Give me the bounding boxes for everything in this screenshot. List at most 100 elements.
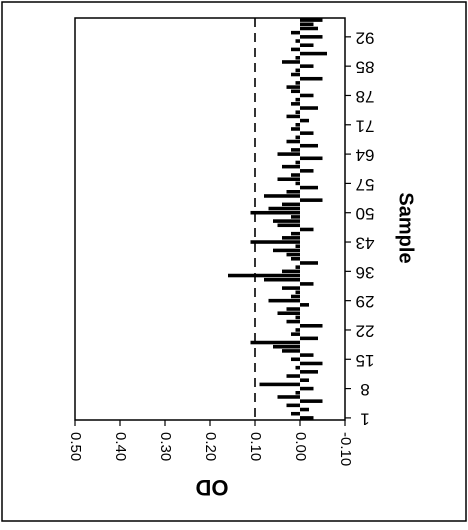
bar — [250, 340, 300, 345]
bar — [264, 194, 300, 198]
x-tick-label: 29 — [356, 292, 375, 311]
bar — [300, 22, 314, 27]
bar — [300, 156, 323, 161]
bar — [300, 106, 318, 110]
bar — [300, 336, 318, 341]
bar — [300, 361, 323, 366]
bar — [300, 18, 323, 22]
bar — [282, 236, 300, 240]
bar — [295, 391, 300, 395]
plot-layer: 0.50 0.40 0.30 0.20 0.10 0.00 -0.10 1 8 15 22 29 36 4… — [67, 17, 375, 466]
bar — [300, 43, 314, 47]
bar — [300, 261, 318, 265]
bar — [273, 344, 300, 349]
bar — [282, 164, 300, 169]
bar — [300, 370, 318, 374]
bar — [273, 248, 300, 253]
bar — [295, 110, 300, 114]
bar — [300, 282, 314, 286]
bar — [282, 269, 300, 274]
bar — [291, 148, 300, 152]
y-tick-label: -0.10 — [337, 432, 354, 466]
bar — [286, 85, 300, 89]
bar — [300, 407, 309, 412]
photo-frame — [1, 1, 467, 522]
bar — [295, 365, 300, 370]
bar — [268, 298, 300, 303]
bar — [300, 26, 318, 31]
bar — [282, 286, 300, 290]
y-tick-label: 0.00 — [292, 432, 309, 461]
bar — [295, 160, 300, 165]
bar — [300, 64, 314, 68]
bar — [295, 68, 300, 73]
bar — [291, 30, 300, 35]
bar — [291, 173, 300, 177]
bar — [286, 114, 300, 119]
bar — [286, 374, 300, 378]
bar — [291, 89, 300, 94]
x-tick-label: 64 — [356, 146, 375, 165]
x-tick-label: 50 — [356, 204, 375, 223]
x-tick-label: 15 — [356, 351, 375, 370]
bar — [282, 202, 300, 207]
bar — [295, 290, 300, 295]
bar — [286, 319, 300, 324]
bar — [295, 328, 300, 332]
bar — [300, 185, 318, 190]
bar — [277, 395, 300, 399]
x-tick-label: 8 — [360, 380, 369, 399]
bar — [291, 127, 300, 131]
bar — [300, 386, 314, 391]
bar — [277, 311, 300, 315]
x-tick-label: 36 — [356, 263, 375, 282]
bar — [291, 72, 300, 77]
x-tick-label: 1 — [360, 409, 369, 428]
y-tick-label: 0.40 — [112, 432, 129, 461]
x-tick-label: 92 — [356, 28, 375, 47]
y-tick-label: 0.50 — [67, 432, 84, 461]
bar — [291, 215, 300, 219]
bar — [282, 60, 300, 64]
bar — [291, 332, 300, 336]
bar — [282, 349, 300, 353]
bar — [286, 190, 300, 194]
bar — [300, 169, 314, 173]
x-tick-label: 71 — [356, 116, 375, 135]
bar — [291, 47, 300, 52]
bar — [277, 223, 300, 228]
bar — [300, 93, 314, 98]
bar — [300, 353, 314, 357]
bar — [295, 244, 300, 248]
bar — [300, 118, 309, 123]
bar — [264, 277, 300, 282]
x-tick-label: 85 — [356, 58, 375, 77]
bar — [295, 39, 300, 43]
bar — [291, 231, 300, 236]
bar — [300, 324, 323, 328]
bar — [295, 97, 300, 102]
x-axis-title: Sample — [395, 192, 417, 263]
x-tick-label: 78 — [356, 87, 375, 106]
bar — [291, 257, 300, 261]
bar — [295, 265, 300, 269]
bar — [295, 56, 300, 60]
bar — [300, 198, 323, 202]
bar — [300, 416, 314, 420]
bar — [300, 143, 318, 148]
bar — [295, 81, 300, 85]
bar — [300, 35, 323, 39]
bar — [295, 181, 300, 186]
bar — [300, 131, 314, 135]
bar — [277, 152, 300, 156]
bar — [291, 102, 300, 106]
bar — [291, 357, 300, 362]
bar — [295, 315, 300, 320]
x-tick-label: 22 — [356, 321, 375, 340]
bar — [295, 123, 300, 127]
y-tick-label: 0.30 — [157, 432, 174, 461]
bar — [295, 135, 300, 140]
y-axis-title: OD — [196, 475, 229, 500]
